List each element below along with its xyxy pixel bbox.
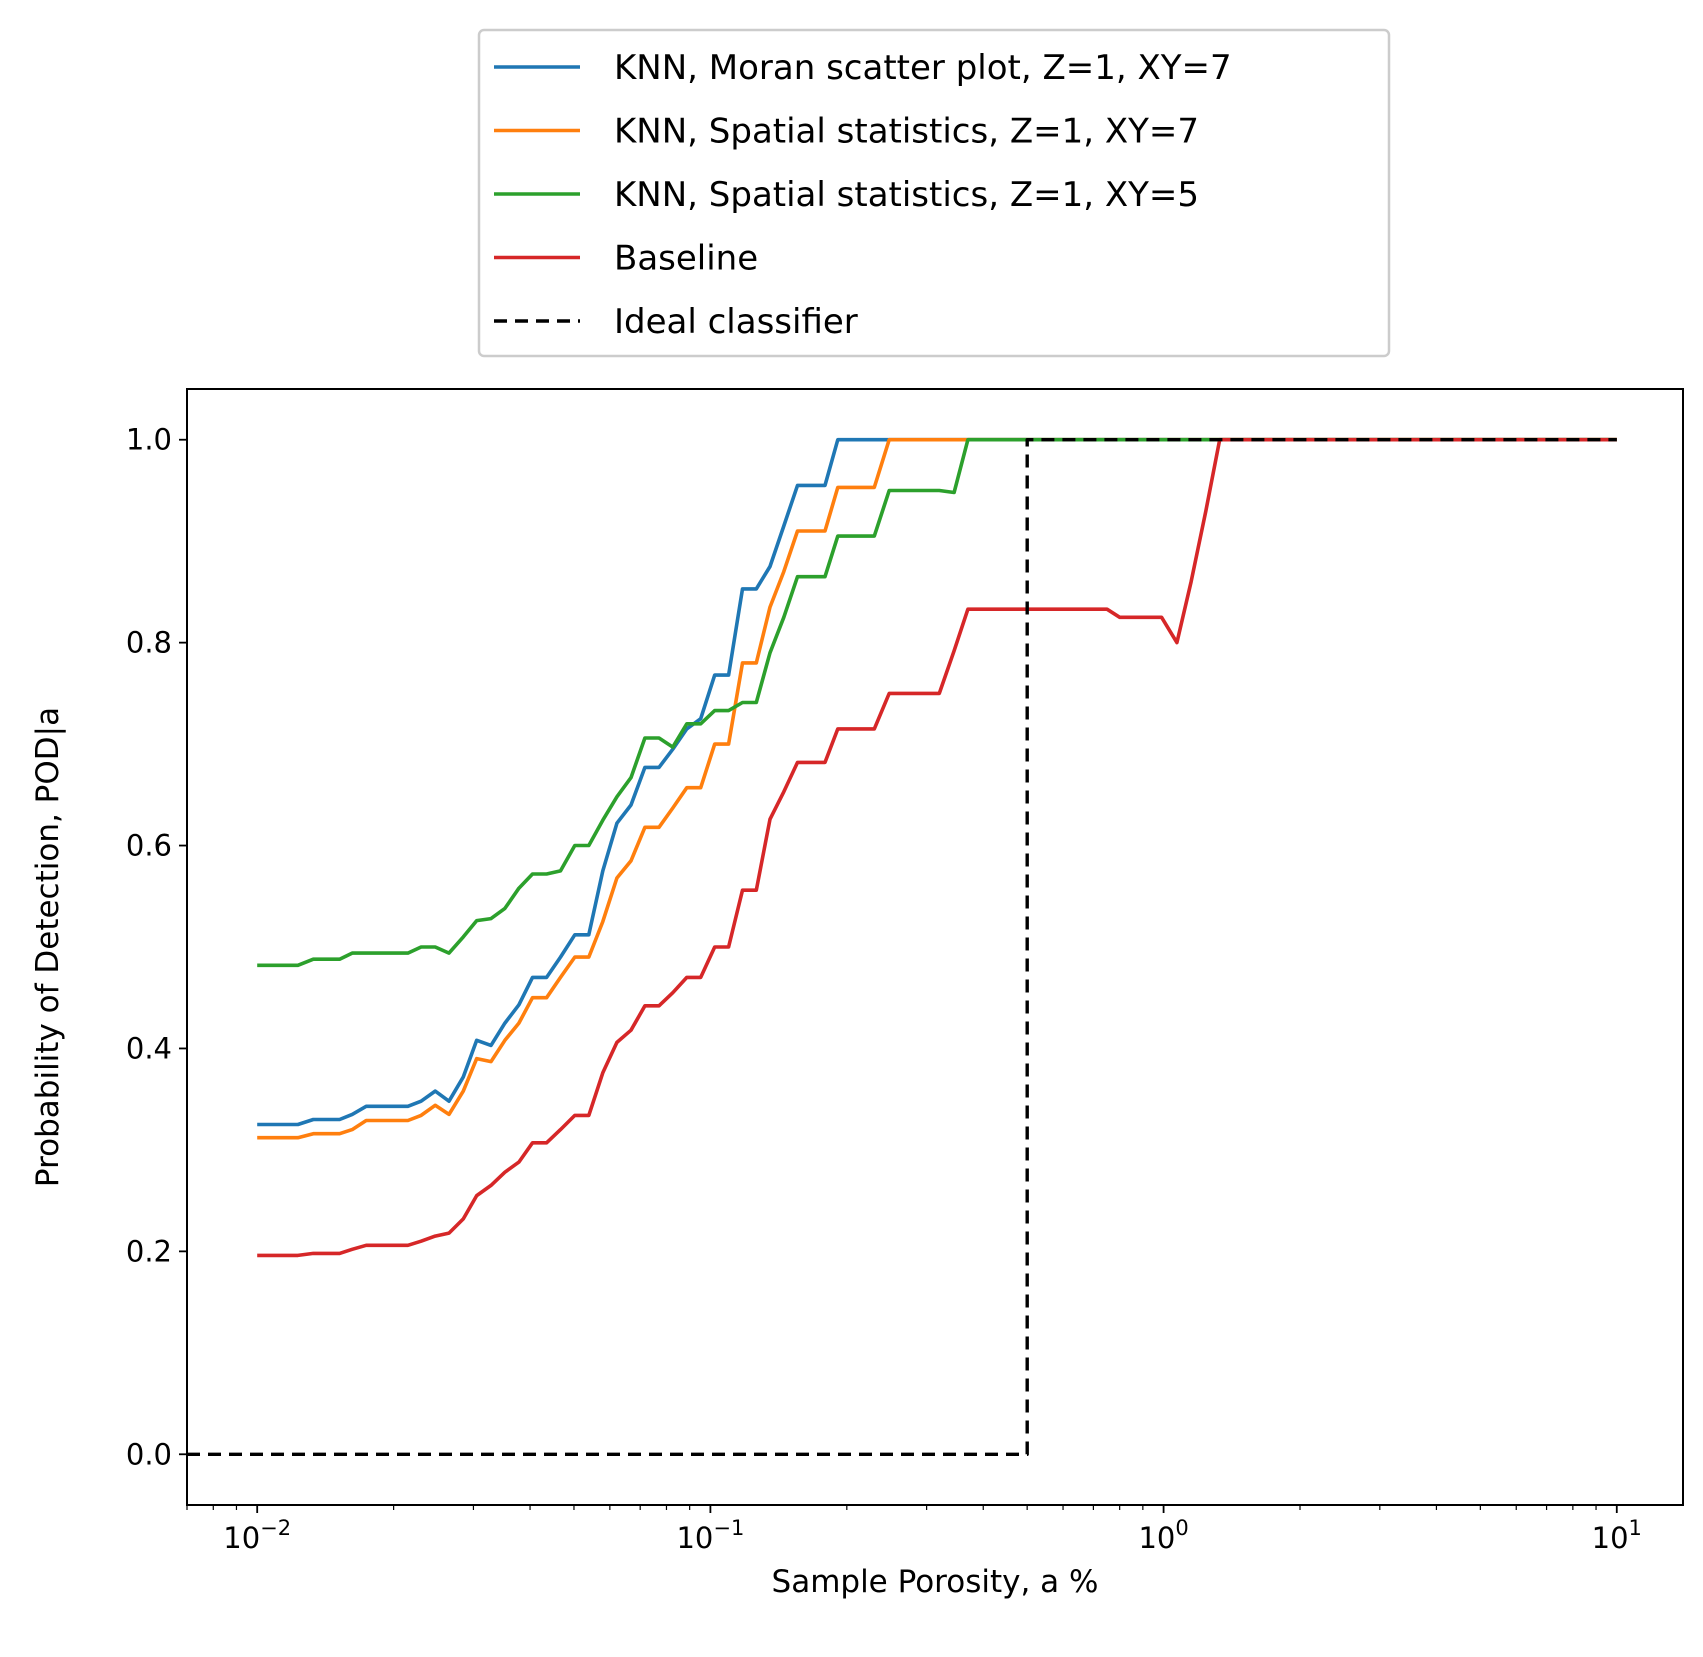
legend-box <box>477 28 1391 358</box>
legend-label-4: Ideal classifier <box>614 302 858 342</box>
legend-label-1: KNN, Spatial statistics, Z=1, XY=7 <box>614 112 1199 152</box>
legend-label-3: Baseline <box>614 239 758 279</box>
x-tick-label-3: 101 <box>1592 1516 1642 1555</box>
y-tick-label-0: 0.0 <box>126 1437 172 1471</box>
series-line-3 <box>257 437 1617 1258</box>
y-tick-label-5: 1.0 <box>126 423 172 457</box>
legend-label-2: KNN, Spatial statistics, Z=1, XY=5 <box>614 175 1199 215</box>
x-axis-label: Sample Porosity, a % <box>772 1564 1099 1600</box>
series-line-4 <box>187 438 1617 1456</box>
y-tick-label-2: 0.4 <box>126 1031 172 1065</box>
x-tick-label-2: 100 <box>1138 1516 1188 1555</box>
plot-lines <box>187 437 1617 1456</box>
y-axis-label: Probability of Detection, POD|a <box>30 707 66 1187</box>
y-tick-label-4: 0.8 <box>126 626 172 660</box>
axes-frame <box>186 388 1684 1506</box>
y-tick-label-3: 0.6 <box>126 829 172 863</box>
axis-ticks: 0.0 0.2 0.4 0.6 0.8 1.0 10−2 10−1 100 101 <box>126 423 1642 1555</box>
series-line-1 <box>257 437 1617 1140</box>
x-tick-label-1: 10−1 <box>676 1516 744 1555</box>
series-line-2 <box>257 437 1617 968</box>
series-line-0 <box>257 437 1617 1127</box>
legend: KNN, Moran scatter plot, Z=1, XY=7 KNN, S… <box>477 28 1391 358</box>
x-tick-label-0: 10−2 <box>223 1516 291 1555</box>
legend-label-0: KNN, Moran scatter plot, Z=1, XY=7 <box>614 48 1232 88</box>
y-tick-label-1: 0.2 <box>126 1234 172 1268</box>
